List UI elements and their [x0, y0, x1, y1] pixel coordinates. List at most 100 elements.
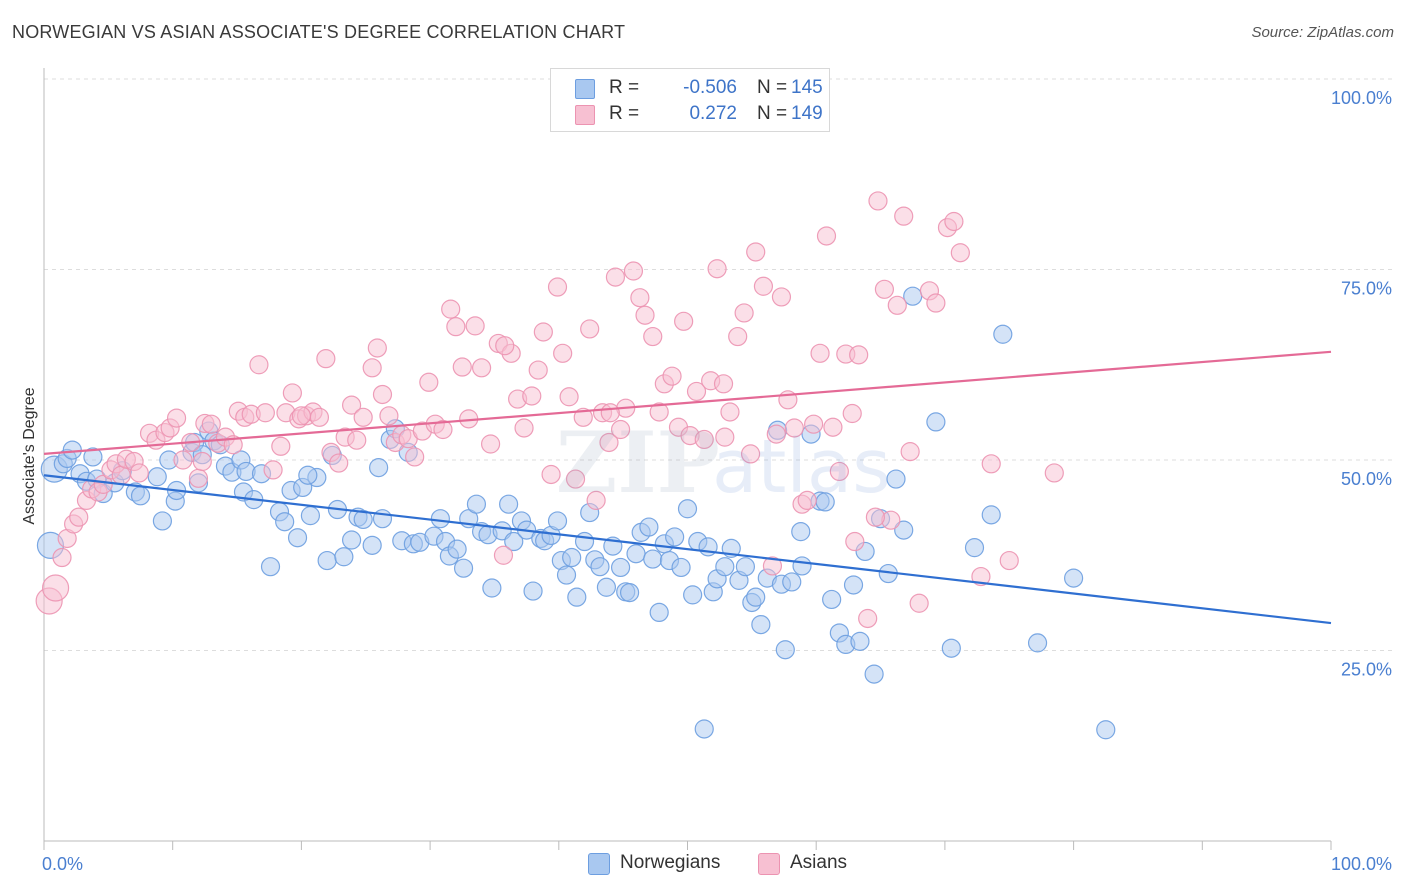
point-asians: [610, 419, 631, 440]
y-tick-label: 75.0%: [1341, 279, 1392, 299]
point-norwegians: [556, 565, 577, 585]
point-asians: [715, 427, 735, 447]
point-norwegians: [499, 494, 519, 514]
point-norwegians: [523, 581, 543, 601]
point-asians: [881, 510, 901, 530]
correlation-legend: R = -0.506 N = 145 R = 0.272 N = 149: [550, 68, 830, 132]
point-asians: [316, 349, 336, 369]
point-asians: [900, 442, 920, 462]
point-asians: [713, 374, 734, 394]
point-norwegians: [791, 522, 811, 542]
point-asians: [849, 345, 869, 365]
point-asians: [874, 279, 895, 299]
chart-title: NORWEGIAN VS ASIAN ASSOCIATE'S DEGREE CO…: [12, 22, 626, 42]
point-norwegians: [430, 509, 450, 529]
point-norwegians: [590, 557, 610, 577]
point-asians: [419, 372, 439, 392]
point-asians: [674, 311, 694, 331]
bottom-legend-label-asians: Asians: [790, 852, 848, 873]
point-asians: [52, 547, 72, 568]
bottom-legend-swatch-asians: [758, 853, 780, 875]
point-norwegians: [894, 520, 914, 540]
point-asians: [950, 243, 970, 263]
point-asians: [746, 242, 766, 262]
point-norwegians: [298, 465, 318, 485]
point-asians: [829, 461, 849, 482]
point-asians: [797, 490, 817, 510]
legend-n-label: N =: [757, 103, 788, 124]
point-norwegians: [694, 719, 714, 739]
point-norwegians: [152, 511, 173, 531]
point-asians: [926, 293, 946, 313]
point-asians: [816, 226, 837, 246]
point-asians: [630, 288, 650, 308]
legend-r-value: -0.506: [683, 77, 737, 98]
point-asians: [734, 303, 754, 323]
point-norwegians: [341, 530, 362, 550]
point-asians: [573, 407, 593, 427]
point-asians: [433, 419, 453, 440]
point-asians: [362, 358, 382, 378]
point-norwegians: [610, 557, 631, 578]
point-norwegians: [482, 578, 502, 598]
point-asians: [623, 261, 644, 281]
point-asians: [173, 450, 193, 470]
point-asians: [553, 343, 573, 363]
point-norwegians: [567, 587, 587, 607]
tick-labels: 25.0% 50.0% 75.0% 100.0% 0.0% 100.0%: [42, 88, 1392, 874]
point-asians: [845, 531, 865, 552]
point-norwegians: [981, 505, 1001, 525]
legend-n-value: 149: [791, 103, 823, 124]
point-asians: [541, 464, 561, 485]
point-norwegians: [562, 547, 582, 568]
point-asians: [823, 417, 843, 437]
point-asians: [367, 338, 387, 358]
point-asians: [493, 545, 514, 565]
point-asians: [784, 418, 804, 438]
point-norwegians: [964, 538, 985, 558]
legend-r-label: R =: [609, 77, 640, 98]
point-asians: [263, 460, 283, 480]
bottom-legend-swatch-norwegians: [588, 853, 610, 875]
point-asians: [565, 469, 586, 489]
point-asians: [495, 336, 515, 356]
point-asians: [405, 447, 425, 467]
point-asians: [166, 408, 187, 428]
point-norwegians: [864, 664, 884, 684]
point-asians: [771, 287, 792, 307]
point-asians: [452, 357, 472, 377]
point-norwegians: [643, 549, 663, 569]
legend-r-label: R =: [609, 103, 640, 124]
point-norwegians: [792, 556, 812, 576]
point-asians: [586, 490, 606, 510]
point-asians: [347, 430, 367, 450]
legend-r-value: 0.272: [689, 103, 737, 124]
point-asians: [111, 465, 131, 485]
point-norwegians: [671, 557, 691, 578]
point-norwegians: [1027, 633, 1048, 653]
point-asians: [599, 432, 619, 453]
point-asians: [804, 414, 824, 434]
point-asians: [41, 574, 70, 602]
point-norwegians: [941, 638, 961, 658]
point-asians: [865, 507, 886, 527]
point-asians: [341, 395, 362, 415]
point-norwegians: [287, 528, 308, 548]
series-norwegians: [36, 286, 1116, 740]
point-asians: [329, 453, 349, 473]
point-asians: [720, 402, 740, 422]
point-norwegians: [677, 499, 698, 519]
bottom-legend-label-norwegians: Norwegians: [620, 852, 721, 873]
point-asians: [446, 317, 466, 337]
point-norwegians: [300, 506, 321, 526]
point-norwegians: [746, 587, 766, 607]
series-asians: [35, 191, 1064, 629]
y-tick-label: 25.0%: [1341, 660, 1392, 680]
point-asians: [643, 326, 663, 347]
point-asians: [649, 402, 669, 422]
point-asians: [858, 608, 878, 629]
point-norwegians: [574, 531, 595, 552]
point-asians: [707, 259, 727, 279]
point-asians: [192, 451, 212, 472]
point-norwegians: [775, 640, 795, 660]
